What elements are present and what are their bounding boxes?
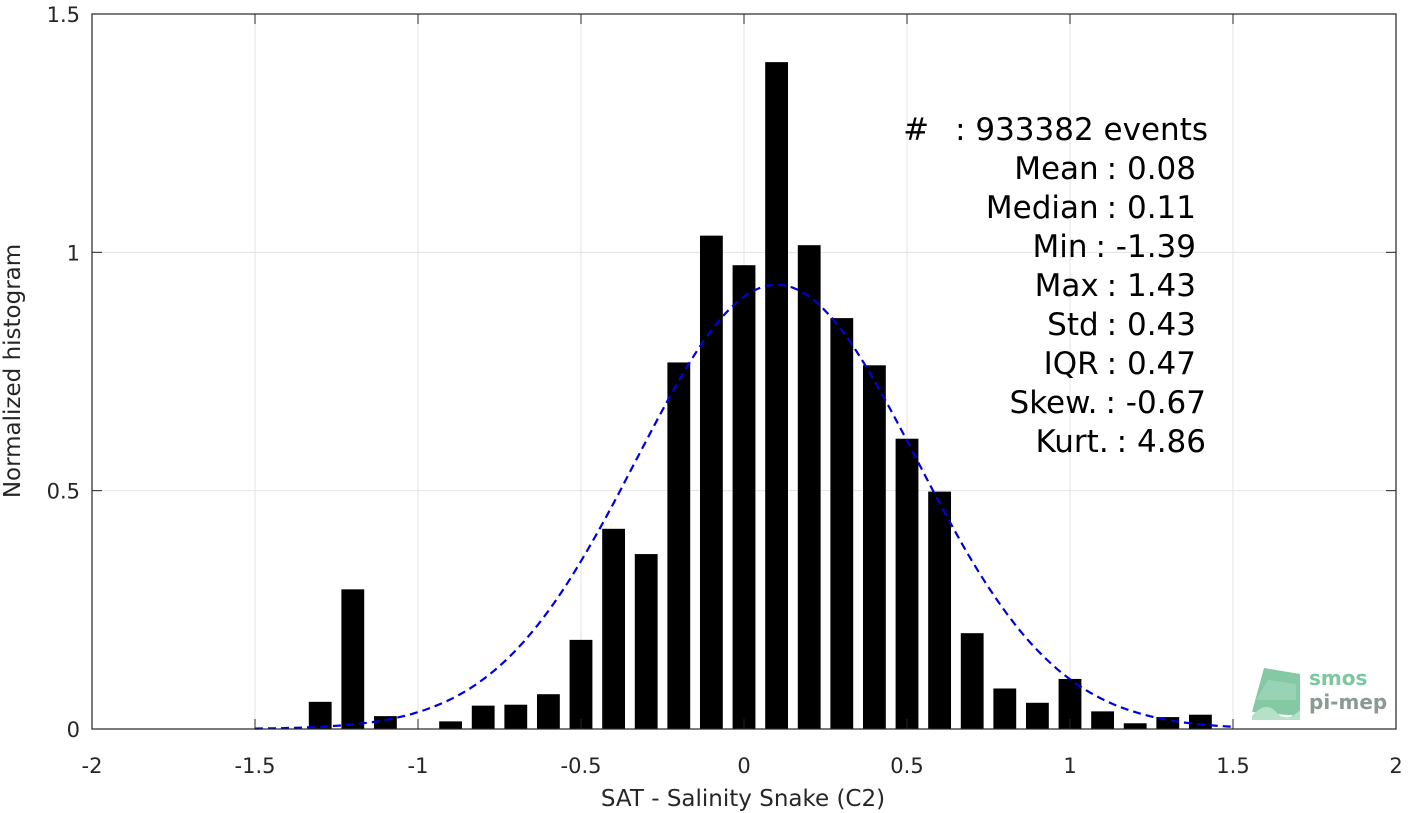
y-tick-label: 0 (67, 718, 80, 742)
stats-value: : 0.43 (1107, 307, 1196, 343)
logo-text-smos: smos (1309, 666, 1367, 690)
stats-label: Std (1047, 307, 1099, 343)
stats-label: Mean (1014, 151, 1098, 187)
stats-label: Kurt. (1035, 424, 1108, 460)
stats-value: : 0.47 (1107, 346, 1196, 382)
stats-value: : 4.86 (1117, 424, 1206, 460)
x-tick-label: -2 (82, 754, 103, 778)
x-tick-label: -1.5 (235, 754, 276, 778)
histogram-bar (732, 265, 756, 729)
histogram-bar (602, 528, 626, 729)
histogram-bar (308, 701, 332, 729)
histogram-bar (1123, 723, 1147, 729)
smos-pi-mep-logo: smos pi-mep (1252, 666, 1387, 720)
stats-value: : 0.08 (1107, 151, 1196, 187)
y-tick-label: 1 (67, 241, 80, 265)
x-tick-label: 0.5 (890, 754, 923, 778)
stats-label: Max (1035, 268, 1099, 304)
histogram-bar (1156, 717, 1180, 729)
y-tick-labels: 0 0.5 1 1.5 (47, 3, 80, 742)
histogram-bar (895, 438, 919, 729)
stats-label: # (903, 112, 929, 148)
stats-value: : 1.43 (1107, 268, 1196, 304)
x-tick-labels: -2 -1.5 -1 -0.5 0 0.5 1 1.5 2 (82, 754, 1403, 778)
axis-ticks (91, 13, 1397, 730)
histogram-bar (634, 554, 658, 729)
x-tick-label: 1.5 (1216, 754, 1249, 778)
histogram-bar (1188, 714, 1212, 729)
histogram-bar (765, 62, 789, 730)
histogram-bar (699, 235, 723, 729)
histogram-bar (569, 639, 593, 729)
bar-series (308, 62, 1212, 730)
histogram-bar (667, 362, 691, 729)
histogram-bar (797, 245, 821, 729)
x-tick-label: -0.5 (561, 754, 602, 778)
y-tick-label: 0.5 (47, 480, 80, 504)
histogram-bar (373, 716, 397, 729)
histogram-bar (830, 318, 854, 729)
x-tick-label: 2 (1389, 754, 1402, 778)
histogram-bar (471, 705, 495, 729)
logo-mark-icon (1252, 668, 1300, 720)
gaussian-fit-curve (254, 283, 1234, 730)
histogram-bar (341, 589, 365, 729)
stats-value: : 0.11 (1107, 190, 1196, 226)
histogram-bar (862, 365, 886, 729)
stats-value: : 933382 events (955, 112, 1208, 148)
stats-value: : -0.67 (1105, 385, 1206, 421)
stats-value: : -1.39 (1095, 229, 1196, 265)
x-tick-label: -1 (408, 754, 429, 778)
x-tick-label: 1 (1063, 754, 1076, 778)
stats-label: IQR (1044, 346, 1099, 382)
stats-label: Min (1032, 229, 1087, 265)
stats-label: Skew. (1010, 385, 1098, 421)
y-tick-label: 1.5 (47, 3, 80, 27)
logo-text-pimep: pi-mep (1309, 690, 1387, 714)
histogram-bar (1058, 678, 1082, 729)
stats-label: Median (986, 190, 1099, 226)
histogram-bar (960, 633, 984, 729)
histogram-bar (439, 721, 463, 729)
histogram-bar (1091, 711, 1115, 729)
x-axis-label: SAT - Salinity Snake (C2) (601, 786, 885, 812)
histogram-bar (504, 704, 528, 729)
histogram-bar (1025, 702, 1049, 729)
x-tick-label: 0 (737, 754, 750, 778)
y-axis-label: Normalized histogram (0, 244, 26, 498)
histogram-bar (993, 688, 1017, 729)
histogram-bar (536, 694, 560, 729)
histogram-bar (928, 491, 952, 729)
